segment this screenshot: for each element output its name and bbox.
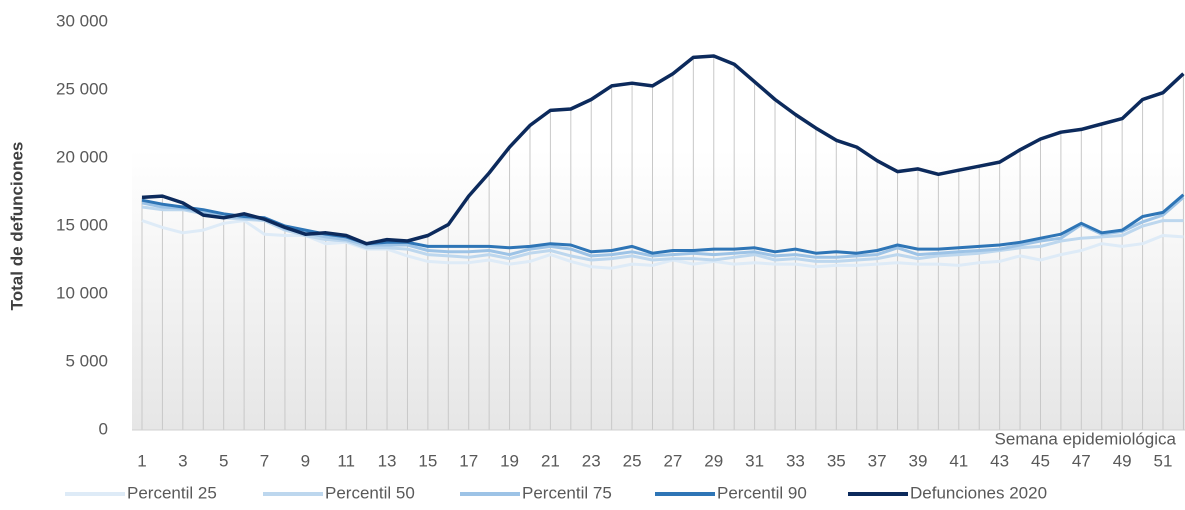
x-tick-label: 51: [1154, 451, 1173, 470]
legend-label: Percentil 50: [325, 483, 415, 502]
x-tick-label: 31: [745, 451, 764, 470]
legend-label: Percentil 90: [717, 483, 807, 502]
x-tick-label: 15: [418, 451, 437, 470]
x-tick-label: 9: [301, 451, 310, 470]
series-line: [141, 205, 1184, 263]
legend-label: Percentil 75: [522, 483, 612, 502]
x-tick-label: 5: [219, 451, 228, 470]
y-tick-label: 20 000: [56, 147, 108, 166]
x-tick-label: 47: [1072, 451, 1091, 470]
x-tick-label: 25: [623, 451, 642, 470]
x-tick-label: 3: [178, 451, 187, 470]
x-tick-label: 35: [827, 451, 846, 470]
y-tick-label: 30 000: [56, 11, 108, 30]
y-tick-label: 10 000: [56, 283, 108, 302]
y-tick-label: 0: [99, 419, 108, 438]
x-tick-label: 41: [949, 451, 968, 470]
plot-background: [132, 150, 1185, 430]
x-tick-label: 23: [582, 451, 601, 470]
x-tick-label: 21: [541, 451, 560, 470]
x-tick-label: 43: [990, 451, 1009, 470]
legend-label: Defunciones 2020: [910, 483, 1047, 502]
x-tick-label: 49: [1113, 451, 1132, 470]
series-line: [141, 219, 1184, 270]
x-axis-label: Semana epidemiológica: [995, 429, 1177, 448]
x-tick-label: 27: [663, 451, 682, 470]
x-tick-label: 17: [459, 451, 478, 470]
x-tick-label: 37: [868, 451, 887, 470]
x-tick-label: 39: [908, 451, 927, 470]
legend-label: Percentil 25: [127, 483, 217, 502]
x-tick-label: 29: [704, 451, 723, 470]
x-tick-label: 7: [260, 451, 269, 470]
y-tick-label: 5 000: [65, 351, 108, 370]
x-tick-label: 1: [137, 451, 146, 470]
x-tick-label: 19: [500, 451, 519, 470]
series-line: [141, 54, 1185, 246]
x-tick-label: 13: [378, 451, 397, 470]
x-tick-label: 11: [337, 451, 355, 470]
y-tick-label: 25 000: [56, 79, 108, 98]
x-tick-label: 33: [786, 451, 805, 470]
y-axis-label: Total de defunciones: [7, 142, 26, 311]
y-tick-label: 15 000: [56, 215, 108, 234]
x-tick-label: 45: [1031, 451, 1050, 470]
